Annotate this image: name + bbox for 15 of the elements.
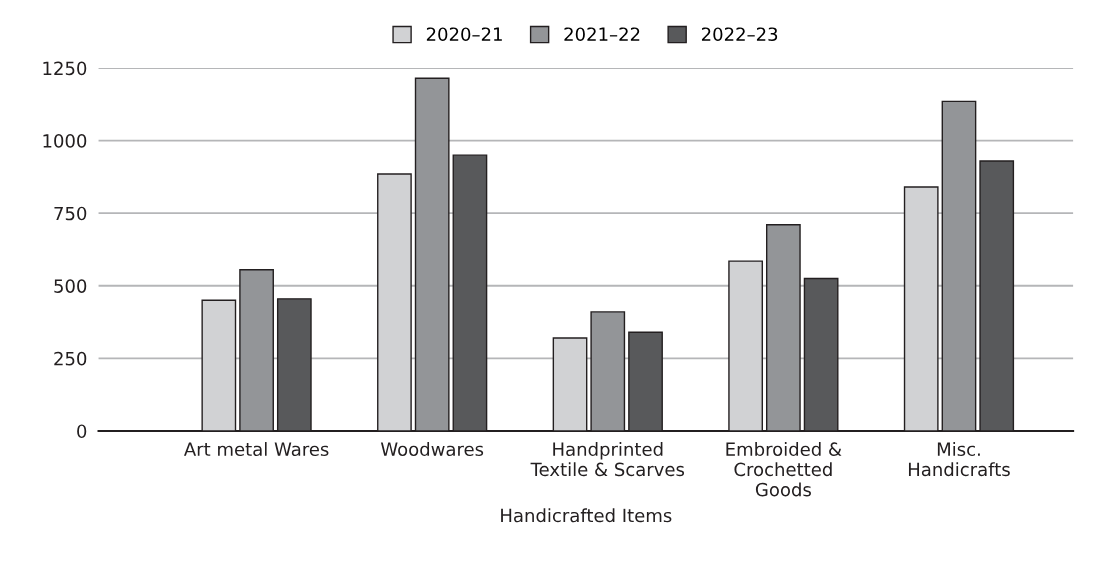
x-tick-label: Misc. Handicrafts <box>908 442 1010 477</box>
legend-label: 2022–23 <box>701 27 778 42</box>
y-tick-label: 1250 <box>43 61 87 76</box>
x-tick-label: Embroided & Crochetted Goods <box>726 442 842 497</box>
x-tick-label: Woodwares <box>380 442 484 457</box>
legend-label: 2021–22 <box>564 27 640 42</box>
y-tick-label: 250 <box>54 351 87 366</box>
legend-label: 2020–21 <box>426 27 502 42</box>
x-axis-title: Handicrafted Items <box>501 508 672 523</box>
y-tick-label: 0 <box>77 424 87 439</box>
y-tick-label: 750 <box>54 206 87 221</box>
x-tick-label: Art metal Wares <box>183 442 329 457</box>
x-tick-label: Handprinted Textile & Scarves <box>530 442 685 477</box>
y-tick-label: 500 <box>54 279 87 293</box>
y-tick-label: 1000 <box>43 134 87 148</box>
